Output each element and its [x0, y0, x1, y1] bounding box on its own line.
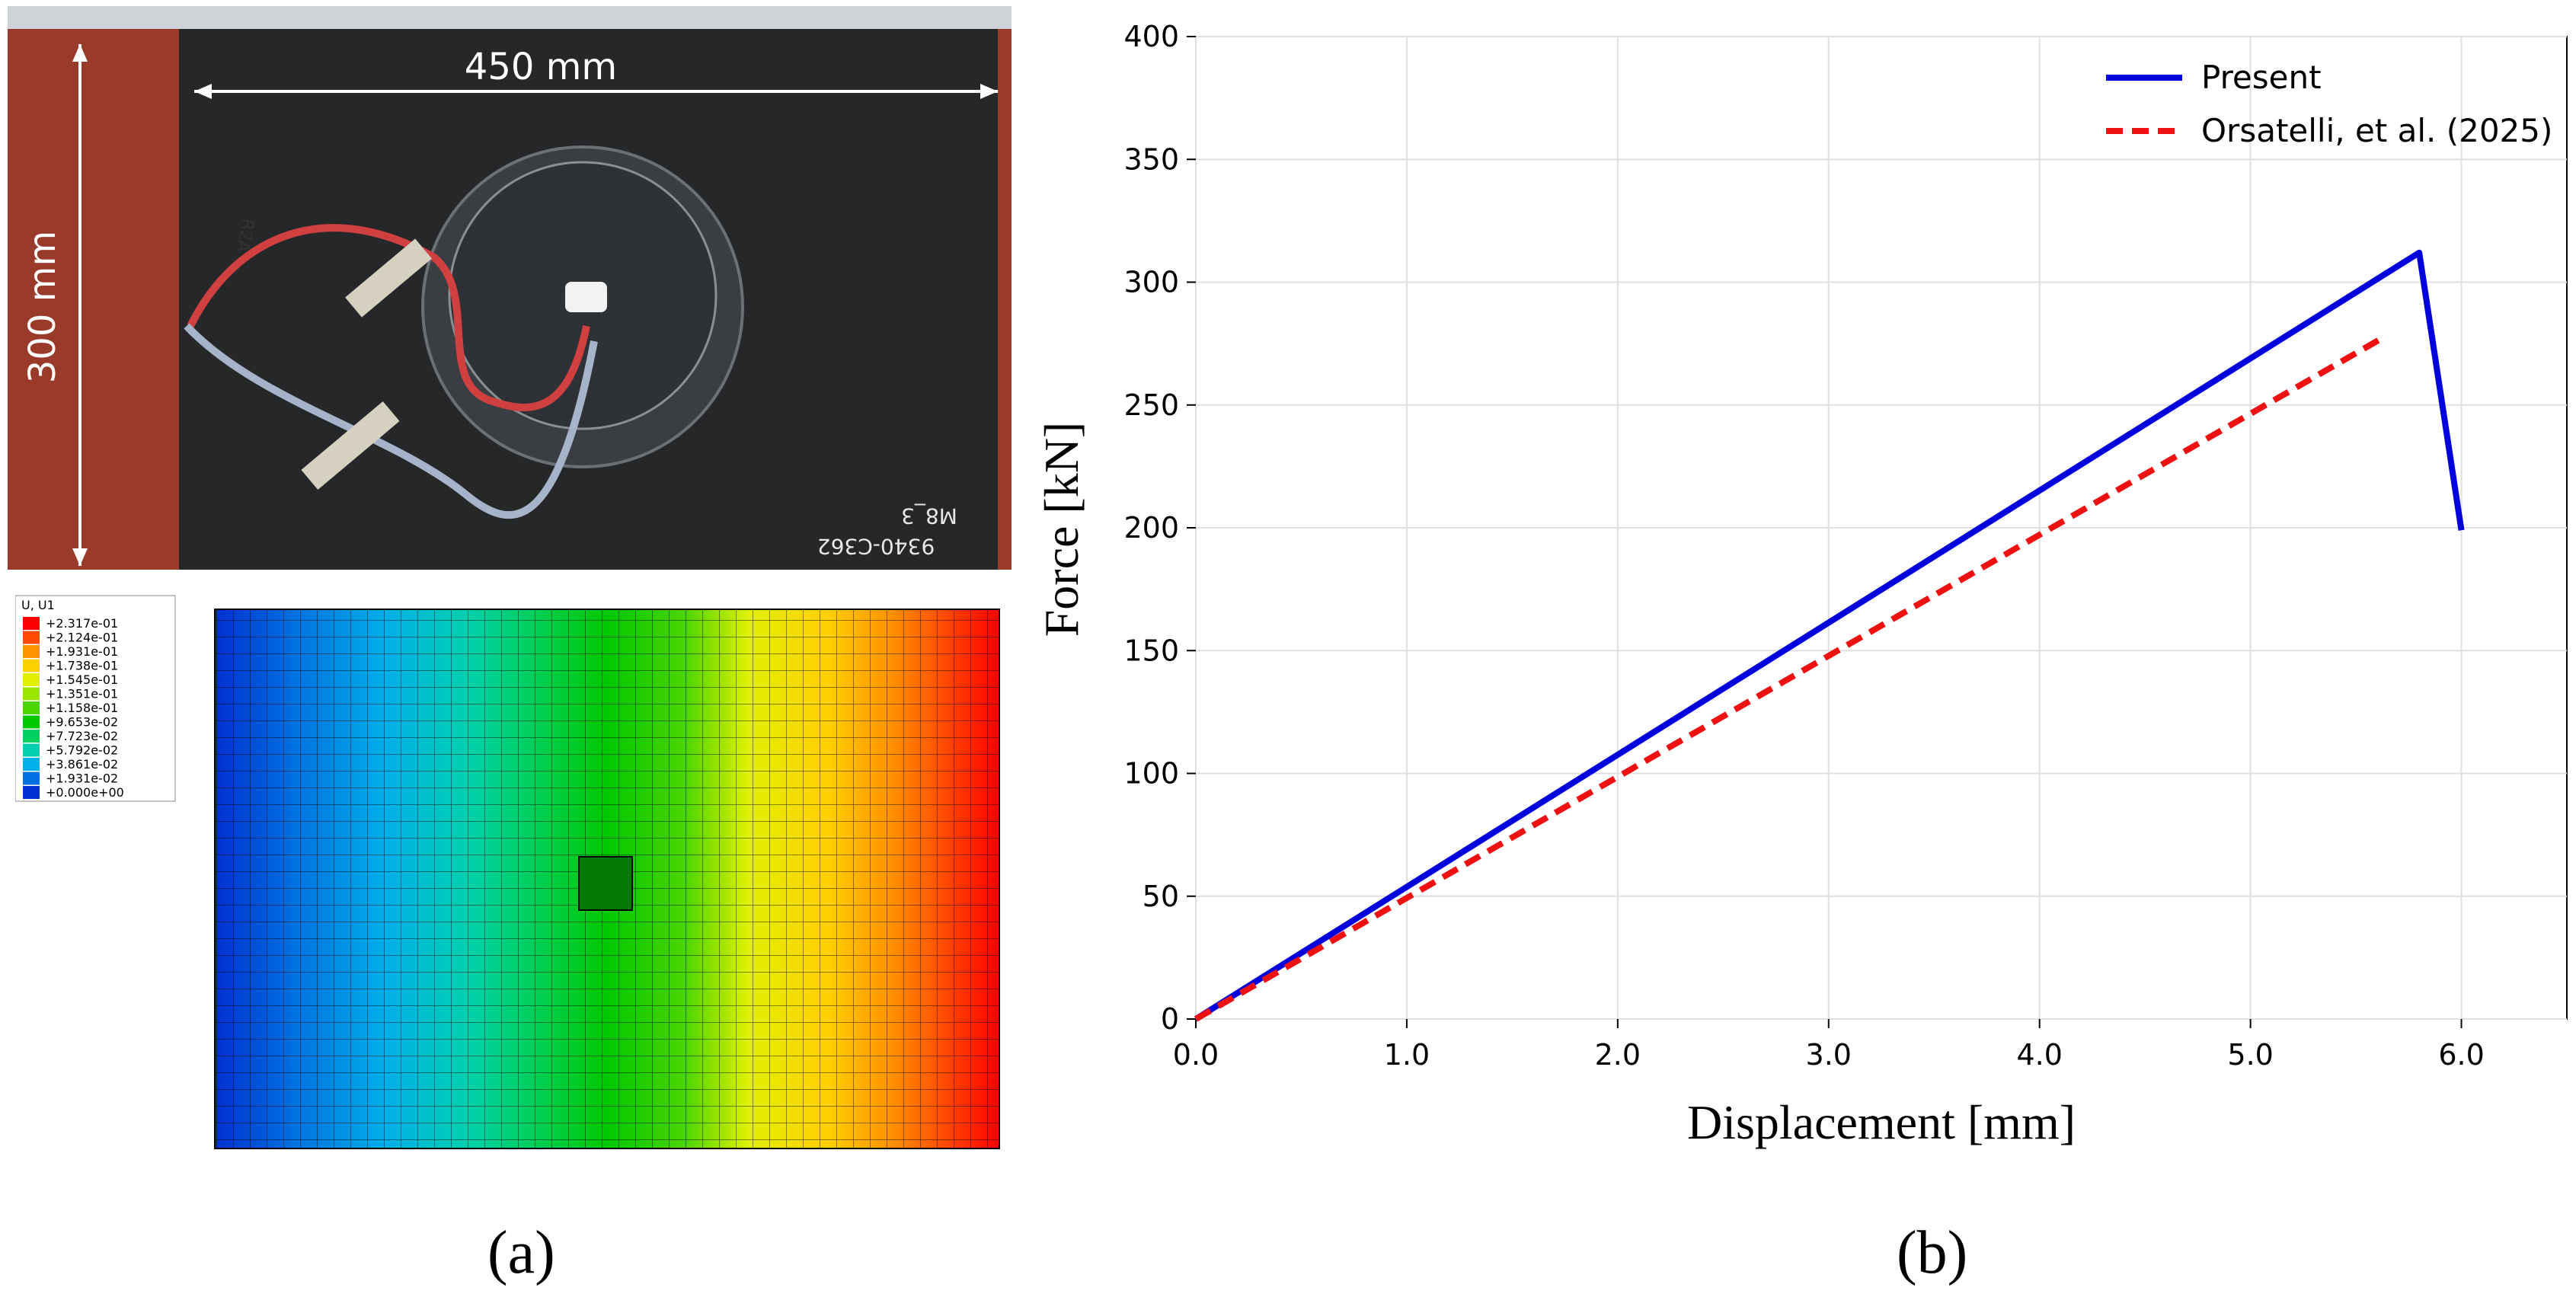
blue-wire-bundle [184, 323, 598, 519]
end-tab-left [8, 29, 179, 570]
width-arrow-right [980, 84, 998, 99]
width-arrow-left [194, 84, 212, 99]
x-tick-label: 2.0 [1595, 1038, 1641, 1072]
fem-legend-value: +1.738e-01 [46, 659, 118, 673]
specimen-photo: 450 mm 300 mm 9340-C362 M8_3 R2A [8, 6, 1012, 570]
x-tick-label: 4.0 [2016, 1038, 2062, 1072]
fem-contour-drawing: U, U1 +2.317e-01+2.124e-01+1.931e-01+1.7… [14, 595, 1000, 1149]
end-tab-right [998, 29, 1012, 570]
x-tick-label: 6.0 [2438, 1038, 2484, 1072]
y-tick-label: 400 [1123, 20, 1179, 53]
tape-strip-1 [345, 238, 432, 318]
fem-legend-value: +7.723e-02 [46, 729, 118, 743]
fem-legend-value: +0.000e+00 [46, 785, 124, 800]
width-label: 450 mm [465, 46, 617, 88]
y-tick-label: 150 [1123, 634, 1179, 667]
fem-legend-swatch [23, 758, 40, 771]
caption-b: (b) [1897, 1219, 1968, 1286]
caption-a: (a) [487, 1219, 555, 1286]
y-tick-label: 100 [1123, 757, 1179, 791]
fem-legend-swatch [23, 786, 40, 799]
height-label: 300 mm [21, 231, 64, 383]
fem-legend-swatch [23, 743, 40, 757]
fem-legend-value: +1.931e-01 [46, 644, 118, 659]
fem-legend-swatch [23, 617, 40, 630]
photo-top-strip [8, 6, 1012, 29]
fem-legend-value: +1.931e-02 [46, 772, 118, 786]
fem-legend-swatch [23, 673, 40, 686]
height-arrow-top [72, 44, 88, 62]
fem-legend-swatch [23, 701, 40, 714]
fem-legend-title: U, U1 [21, 598, 55, 612]
force-displacement-chart: 0.0 1.0 2.0 3.0 4.0 5.0 6.0 0 50 100 150 200 250 300 3… [1034, 0, 2574, 1188]
series-line-1 [1194, 249, 2465, 1022]
strain-gauge [565, 282, 607, 312]
chart-svg: 0.0 1.0 2.0 3.0 4.0 5.0 6.0 0 50 100 150 200 250 300 3… [1034, 20, 2568, 1149]
fem-legend-value: +1.158e-01 [46, 701, 118, 715]
x-tick-label: 3.0 [1806, 1038, 1852, 1072]
y-tick-label: 50 [1143, 880, 1179, 913]
x-axis-label: Displacement [mm] [1687, 1095, 2076, 1149]
legend-label-2: Orsatelli, et al. (2025) [2201, 112, 2552, 149]
y-tick-label: 0 [1161, 1002, 1179, 1036]
fem-contour-panel: U, U1 +2.317e-01 +2.124e-01 +1.931e-01 +1.7… [14, 586, 1005, 1150]
tape-strip-2 [301, 401, 400, 490]
fem-legend-value: +2.124e-01 [46, 631, 118, 645]
fem-legend-value: +1.545e-01 [46, 672, 118, 687]
fem-legend-value: +3.861e-02 [46, 757, 118, 772]
fem-hole-refinement [578, 856, 633, 911]
fem-legend-swatch [23, 687, 40, 701]
y-tick-label: 350 [1123, 142, 1179, 176]
specimen-photo-drawing: 450 mm 300 mm 9340-C362 M8_3 R2A [8, 6, 1012, 570]
fem-legend-swatch [23, 715, 40, 729]
fem-legend-value: +5.792e-02 [46, 743, 118, 758]
x-tick-label: 0.0 [1173, 1038, 1219, 1072]
y-tick-label: 300 [1123, 266, 1179, 299]
fem-legend-value: +9.653e-02 [46, 715, 118, 730]
chart-legend: Present Orsatelli, et al. (2025) [2106, 59, 2552, 149]
fem-legend-swatch [23, 645, 40, 658]
specimen-id-label: M8_3 [901, 503, 957, 529]
fem-legend-swatch [23, 772, 40, 785]
x-tick-label: 1.0 [1384, 1038, 1430, 1072]
fem-legend-swatch [23, 730, 40, 743]
fem-legend: U, U1 +2.317e-01+2.124e-01+1.931e-01+1.7… [14, 595, 176, 802]
y-tick-label: 200 [1123, 511, 1179, 545]
y-tick-label: 250 [1123, 388, 1179, 422]
fem-legend-value: +2.317e-01 [46, 616, 118, 631]
y-axis-label: Force [kN] [1036, 422, 1088, 637]
fem-legend-value: +1.351e-01 [46, 687, 118, 701]
fem-legend-swatch [23, 631, 40, 644]
height-arrow-bottom [72, 548, 88, 566]
legend-label-1: Present [2201, 59, 2322, 96]
specimen-code-label: 9340-C362 [817, 534, 935, 559]
x-tick-label: 5.0 [2227, 1038, 2273, 1072]
red-wire-bundle [187, 224, 590, 411]
fem-legend-swatch [23, 659, 40, 672]
series-line-2 [1194, 336, 2383, 1022]
